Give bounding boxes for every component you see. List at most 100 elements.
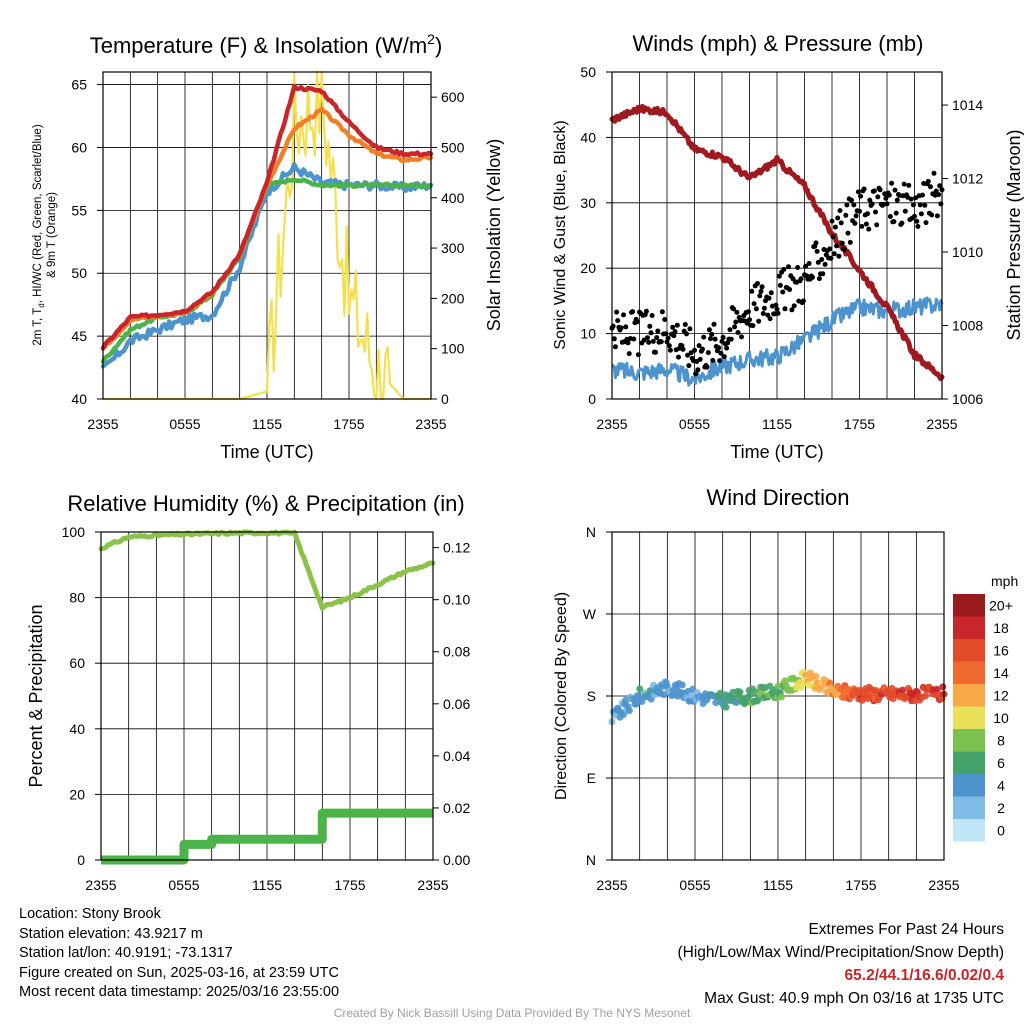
gust-point xyxy=(891,219,897,225)
gust-point xyxy=(710,357,716,363)
gust-point xyxy=(666,343,672,349)
gust-point xyxy=(791,303,797,309)
gust-point xyxy=(806,261,812,266)
gust-point xyxy=(803,263,809,269)
gust-point xyxy=(631,336,637,342)
gust-point xyxy=(893,210,899,216)
y-tick-label: 20 xyxy=(69,786,85,802)
gust-point xyxy=(692,347,697,353)
y2-tick-label: 0.00 xyxy=(443,852,470,868)
y-tick-label: 50 xyxy=(580,64,596,80)
gust-point xyxy=(901,181,907,187)
gust-point xyxy=(614,309,620,315)
gust-point xyxy=(721,354,727,360)
gust-point xyxy=(768,290,774,296)
colorbar-label: 10 xyxy=(993,710,1009,726)
gust-point xyxy=(836,253,842,259)
x-tick-label: 2355 xyxy=(596,877,627,893)
y2-tick-label: 600 xyxy=(441,89,465,105)
temperature-x-ticks: 2355 0555 1155 1755 2355 xyxy=(87,416,446,432)
y-tick-label: 100 xyxy=(62,524,86,540)
gust-point xyxy=(780,289,786,295)
colorbar-swatch xyxy=(953,751,985,774)
gust-point xyxy=(761,305,767,311)
gust-point xyxy=(757,293,763,299)
y2-tick-label: 0.06 xyxy=(443,696,470,712)
extremes-title: Extremes For Past 24 Hours xyxy=(808,921,1004,938)
series-line-rh xyxy=(98,529,436,611)
gust-point xyxy=(693,371,699,377)
direction-point xyxy=(620,711,627,718)
gust-point xyxy=(776,273,782,279)
gust-point xyxy=(852,220,858,226)
gust-point xyxy=(835,215,841,221)
gust-point xyxy=(625,340,631,346)
gust-point xyxy=(777,282,783,288)
gust-point xyxy=(866,226,872,232)
gust-point xyxy=(873,209,878,215)
direction-point xyxy=(722,703,730,711)
gust-point xyxy=(643,308,649,314)
gust-point xyxy=(914,218,920,224)
colorbar-label: 0 xyxy=(997,822,1005,838)
credit-line: Created By Nick Bassill Using Data Provi… xyxy=(333,1006,691,1020)
y2-tick-label: 1014 xyxy=(952,97,983,113)
gust-point xyxy=(676,354,681,360)
direction-series xyxy=(608,668,948,726)
y-tick-label: 80 xyxy=(69,590,85,606)
gust-point xyxy=(829,218,835,224)
x-tick-label: 2355 xyxy=(85,877,116,893)
gust-point xyxy=(705,350,711,356)
gust-point xyxy=(889,180,895,186)
x-tick-label: 1755 xyxy=(844,416,875,432)
gust-point xyxy=(755,281,760,286)
gust-point xyxy=(816,276,822,282)
gust-point xyxy=(933,188,939,194)
gust-point xyxy=(765,312,771,318)
gust-point xyxy=(735,330,741,335)
direction-title: Wind Direction xyxy=(706,485,849,510)
x-tick-label: 0555 xyxy=(679,416,710,432)
gust-point xyxy=(670,324,676,330)
winds-y-ticks: 0 10 20 30 40 50 xyxy=(580,64,612,407)
gust-point xyxy=(650,338,656,344)
temperature-ylabel: 2m T, Td, HI/WC (Red, Green, Scarlet/Blu… xyxy=(32,124,46,345)
gust-point xyxy=(727,327,733,333)
gust-point xyxy=(789,307,795,313)
temperature-plot-frame xyxy=(102,71,432,400)
direction-point xyxy=(636,685,644,693)
y-tick-label: 60 xyxy=(69,655,85,671)
gust-point xyxy=(686,363,692,369)
gust-point xyxy=(672,329,678,335)
y-tick-label: N xyxy=(586,524,596,540)
gust-point xyxy=(906,182,912,188)
direction-point xyxy=(832,690,840,698)
gust-point xyxy=(832,224,838,230)
gust-point xyxy=(917,202,923,208)
colorbar-swatch xyxy=(953,796,985,819)
gust-point xyxy=(695,367,701,373)
colorbar-label: 20+ xyxy=(989,597,1013,613)
gust-point xyxy=(813,240,819,246)
station-location: Location: Stony Brook xyxy=(19,906,161,922)
gust-point xyxy=(798,276,804,282)
gust-point xyxy=(844,202,850,208)
winds-ylabel: Sonic Wind & Gust (Blue, Black) xyxy=(552,120,569,349)
gust-point xyxy=(612,344,618,350)
x-tick-label: 2355 xyxy=(417,877,448,893)
winds-panel: Winds (mph) & Pressure (mb) 01020304050 … xyxy=(552,31,1024,462)
y2-tick-label: 0.12 xyxy=(443,540,470,556)
gust-point xyxy=(655,328,661,334)
x-tick-label: 1755 xyxy=(334,877,365,893)
y-tick-label: 50 xyxy=(71,265,87,281)
colorbar-swatch xyxy=(953,594,985,617)
humidity-y-ticks: 0 20 40 60 80 100 xyxy=(62,524,101,868)
direction-y-ticks: N E S W N xyxy=(583,524,612,868)
gust-point xyxy=(719,338,725,344)
temperature-grid xyxy=(102,72,432,399)
gust-point xyxy=(894,197,900,203)
gust-point xyxy=(828,255,834,261)
gust-point xyxy=(851,202,857,208)
y-tick-label: N xyxy=(586,852,596,868)
